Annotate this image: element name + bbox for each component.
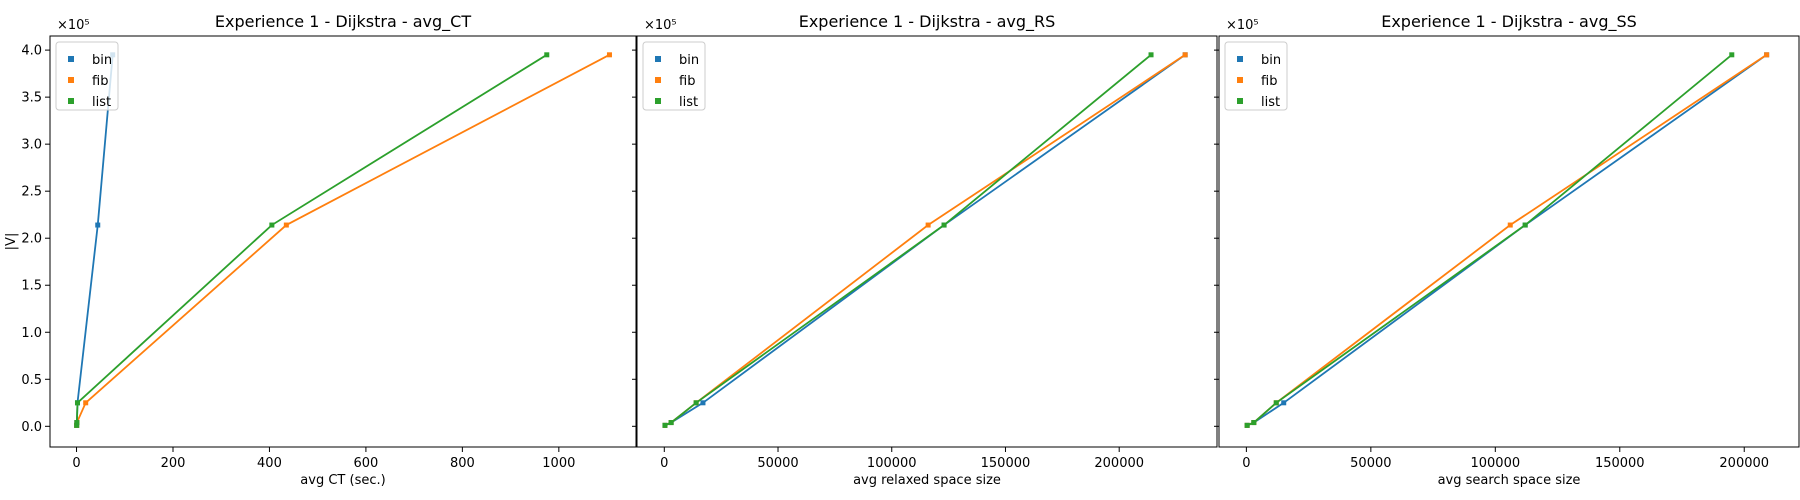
x-axis-label: avg relaxed space size (853, 473, 1001, 488)
data-point-fib (1764, 52, 1770, 58)
chart-panel-1: Experience 1 - Dijkstra - avg_CT ×10⁵ 0 200… (4, 12, 637, 488)
data-point-list (1244, 422, 1250, 428)
x-tick-label: 200 (161, 456, 186, 471)
data-point-bin (95, 222, 101, 228)
data-point-fib (83, 400, 89, 406)
x-tick-label: 600 (353, 456, 378, 471)
y-tick-label: 2.0 (21, 232, 42, 247)
legend-marker-bin (655, 56, 661, 62)
legend-label-bin: bin (679, 53, 699, 68)
y-tick-label: 1.5 (21, 279, 42, 294)
data-point-list (662, 422, 668, 428)
x-tick-label: 50000 (1350, 456, 1391, 471)
x-axis-label: avg search space size (1438, 473, 1581, 488)
data-point-list (1522, 222, 1528, 228)
data-point-list (74, 422, 80, 428)
data-point-fib (606, 52, 612, 58)
x-tick-label: 50000 (757, 456, 798, 471)
legend-label-list: list (1261, 95, 1280, 110)
legend-label-list: list (92, 95, 111, 110)
data-point-list (1729, 52, 1735, 58)
data-point-list (941, 222, 947, 228)
legend-label-fib: fib (92, 74, 108, 89)
legend-marker-bin (1237, 56, 1243, 62)
data-point-fib (283, 222, 289, 228)
plot-frame (636, 35, 1218, 448)
legend-marker-list (655, 98, 661, 104)
y-multiplier-label: ×10⁵ (57, 18, 90, 33)
x-tick-label: 100000 (1470, 456, 1520, 471)
data-point-list (1251, 420, 1257, 426)
x-tick-label: 150000 (1595, 456, 1645, 471)
chart-panel-3: Experience 1 - Dijkstra - avg_SS ×10⁵ 0 500… (1214, 12, 1800, 488)
legend-label-bin: bin (92, 53, 112, 68)
data-point-list (1148, 52, 1154, 58)
y-tick-label: 3.0 (21, 138, 42, 153)
y-tick-label: 1.0 (21, 326, 42, 341)
y-tick-label: 2.5 (21, 185, 42, 200)
legend-label-bin: bin (1261, 53, 1281, 68)
chart-title: Experience 1 - Dijkstra - avg_SS (1381, 12, 1637, 32)
data-point-list (74, 420, 80, 426)
y-tick-label: 4.0 (21, 44, 42, 59)
chart-title: Experience 1 - Dijkstra - avg_CT (215, 12, 471, 32)
x-tick-label: 0 (660, 456, 668, 471)
data-point-fib (925, 222, 931, 228)
data-point-fib (1182, 52, 1188, 58)
legend-marker-list (68, 98, 74, 104)
y-tick-label: 3.5 (21, 91, 42, 106)
data-point-fib (1507, 222, 1513, 228)
data-point-list (544, 52, 550, 58)
legend-marker-fib (1237, 77, 1243, 83)
legend-marker-fib (655, 77, 661, 83)
y-multiplier-label: ×10⁵ (644, 18, 677, 33)
legend-marker-fib (68, 77, 74, 83)
x-axis-label: avg CT (sec.) (300, 473, 385, 488)
data-point-bin (1281, 400, 1287, 406)
data-point-list (1273, 400, 1279, 406)
data-point-list (693, 400, 699, 406)
x-tick-label: 0 (1242, 456, 1250, 471)
data-point-bin (700, 400, 706, 406)
x-tick-label: 800 (450, 456, 475, 471)
legend-label-fib: fib (1261, 74, 1277, 89)
y-tick-label: 0.0 (21, 420, 42, 435)
data-point-list (668, 420, 674, 426)
x-tick-label: 0 (72, 456, 80, 471)
plot-frame (49, 35, 637, 448)
legend-label-list: list (679, 95, 698, 110)
plot-area (662, 52, 1188, 428)
data-point-list (74, 400, 80, 406)
x-tick-label: 200000 (1719, 456, 1769, 471)
legend-marker-bin (68, 56, 74, 62)
legend-marker-list (1237, 98, 1243, 104)
legend-label-fib: fib (679, 74, 695, 89)
chart-title: Experience 1 - Dijkstra - avg_RS (799, 12, 1056, 32)
y-multiplier-label: ×10⁵ (1226, 18, 1259, 33)
plot-area (1244, 52, 1770, 428)
x-tick-label: 150000 (981, 456, 1031, 471)
x-tick-label: 100000 (867, 456, 917, 471)
x-tick-label: 200000 (1094, 456, 1144, 471)
chart-panel-2: Experience 1 - Dijkstra - avg_RS ×10⁵ 0 500… (632, 12, 1218, 488)
y-axis-label: |V| (4, 233, 19, 251)
x-tick-label: 1000 (542, 456, 575, 471)
x-tick-label: 400 (257, 456, 282, 471)
y-tick-label: 0.5 (21, 373, 42, 388)
data-point-list (269, 222, 275, 228)
